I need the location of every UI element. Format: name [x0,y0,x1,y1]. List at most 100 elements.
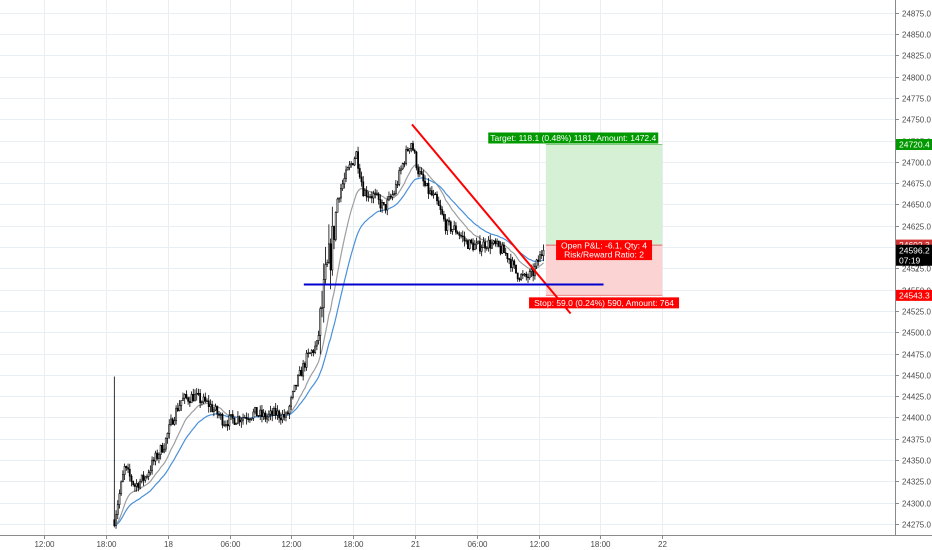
y-tick-label: 24475.0 [902,351,931,360]
candle-body [132,481,135,486]
candle-body [455,225,457,233]
candle-body [214,406,217,411]
drawings[interactable] [303,123,604,315]
candle-body [267,413,270,418]
candle-body [350,163,353,166]
x-tick-label: 12:00 [281,540,302,549]
candle-body [276,410,279,416]
candle-body [173,420,176,425]
candle-body [144,476,147,481]
candle-body [206,400,208,402]
candle-body [171,418,174,425]
candle-body [166,433,169,439]
candle-body [164,437,167,450]
candle-body [542,249,545,256]
candle-body [460,235,462,237]
candle-body [281,413,284,421]
candle-body [139,480,141,489]
candle-body [269,410,272,415]
candle-body [518,278,521,280]
candle-body [485,247,488,249]
candle-body [283,413,286,418]
candle-body [444,218,447,231]
candle-body [288,405,291,414]
candle-body [525,273,528,278]
candle-body [346,167,349,171]
candle-body [364,190,366,196]
candle-body [357,151,359,169]
candle-body [128,468,131,477]
candle-body [535,259,538,267]
candle-body [408,148,411,152]
price-axis[interactable]: 24275.0 24300.0 24325.0 24350.0 24375.0 24400… [895,10,932,530]
y-tick-label: 24400.0 [902,414,931,423]
candle-body [243,417,246,419]
candle-body [503,244,505,254]
candle-body [266,416,268,420]
candle-body [137,483,140,489]
candle-body [377,193,380,200]
candle-body [341,183,344,189]
candle-body [122,474,124,483]
target-label-box [488,132,659,144]
candle-body [394,184,397,194]
x-tick-label: 06:00 [467,540,488,549]
candle-body [175,407,178,421]
candle-body [376,193,378,195]
candle-body [223,424,226,426]
candle-body [242,417,244,421]
candle-body [422,173,425,182]
candle-body [497,240,500,247]
candle-body [315,340,318,347]
candle-body [216,406,219,415]
y-tick-label: 24800.0 [902,74,931,83]
candle-body [479,240,481,252]
candle-body [487,239,490,249]
time-axis[interactable]: 12:00 18:00 18 06:00 12:00 18:00 21 06:00 12:00 1… [34,535,667,549]
candle-body [163,448,166,453]
candle-body [370,196,373,199]
candle-body [496,240,499,245]
candle-body [448,220,450,223]
candle-body [521,274,524,276]
candle-body [271,410,274,416]
candle-body [125,466,128,469]
candle-body [147,472,150,477]
candle-body [255,407,258,417]
candle-body [343,178,346,185]
candle-body [492,240,495,244]
candle-body [398,170,401,185]
position-zones [545,143,663,296]
candle-body [116,504,119,515]
candle-body [219,414,222,416]
candle-body [314,345,317,353]
y-tick-label: 24875.0 [902,10,931,19]
candle-body [424,180,426,186]
candle-body [286,412,289,414]
candle-body [449,221,452,232]
candle-body [327,243,330,263]
candle-body [278,410,281,419]
descending-trendline[interactable] [411,123,572,315]
candle-body [237,416,239,424]
candle-body [194,394,196,402]
candle-body [513,260,516,266]
candle-body [418,171,421,175]
y-tick-label: 24275.0 [902,521,931,530]
candle-body [259,409,262,416]
price-tag-label: 24596.2 [899,245,930,255]
candle-body [261,409,263,417]
candle-body [527,276,529,279]
candle-body [369,196,371,198]
candle-body [307,352,310,354]
candle-body [475,242,478,246]
candle-body [540,254,543,256]
y-tick-label: 24500.0 [902,329,931,338]
candle-body [146,476,148,478]
axis-partial-label: 2 [915,264,920,273]
candle-body [295,384,298,387]
candle-body [537,259,540,262]
candle-body [381,202,384,209]
